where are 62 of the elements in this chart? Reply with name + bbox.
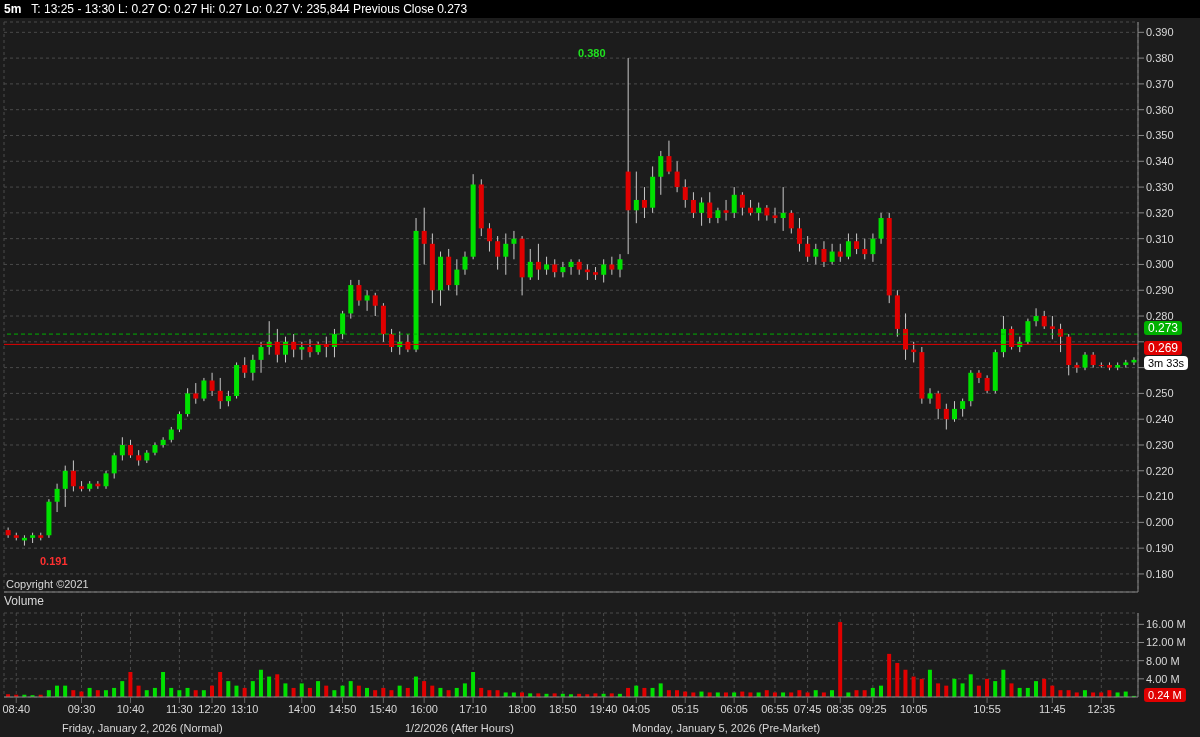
y-tick-label: 0.290 [1146,284,1174,297]
ref-line-label: 0.273 [1144,320,1183,335]
x-tick-label: 06:05 [720,702,748,715]
y-tick-label: 4.00 M [1146,672,1180,685]
x-tick-label: 08:40 [2,702,30,715]
x-tick-label: 10:55 [973,702,1001,715]
chart-subtitle: T: 13:25 - 13:30 L: 0.27 O: 0.27 Hi: 0.27 Lo: 0.27 V: 235,844 Previous Close 0.273 [31,2,468,16]
chart-title: 5m [4,2,22,16]
text: 1/2/2026 (After Hours) [405,721,514,735]
x-tick-label: 18:50 [549,702,577,715]
y-tick-label: 0.210 [1146,490,1174,503]
ref-line-label: 0.269 [1144,340,1183,355]
y-tick-label: 0.310 [1146,232,1174,245]
y-tick-label: 0.240 [1146,413,1174,426]
x-tick-label: 14:50 [328,702,357,715]
annotation: Copyright ©2021 [6,577,89,591]
y-tick-label: 0.280 [1146,309,1174,322]
x-tick-label: 19:40 [589,702,618,715]
y-tick-label: 0.190 [1146,542,1174,555]
text: 3m 33s [1144,356,1189,371]
x-tick-label: 18:00 [508,702,536,715]
x-tick-label: 17:10 [459,702,487,715]
y-tick-label: 8.00 M [1146,654,1180,667]
x-tick-label: 10:40 [116,702,145,715]
x-tick-label: 12:20 [198,702,226,715]
annotation: 0.380 [578,46,606,60]
y-tick-label: 0.320 [1146,206,1174,219]
x-tick-label: 10:05 [899,702,928,715]
x-tick-label: 11:30 [166,702,193,715]
x-tick-label: 09:30 [67,702,96,715]
y-tick-label: 0.350 [1146,129,1174,142]
y-tick-label: 0.200 [1146,516,1174,529]
x-tick-label: 14:00 [288,702,316,715]
y-tick-label: 0.230 [1146,438,1174,451]
chart-title: Volume [3,593,46,609]
x-tick-label: 06:55 [761,702,789,715]
x-tick-label: 12:35 [1087,702,1116,715]
y-tick-label: 16.00 M [1146,618,1186,631]
x-tick-label: 11:45 [1038,702,1066,715]
text: Monday, January 5, 2026 (Pre-Market) [632,721,821,735]
x-tick-label: 13:10 [230,702,259,715]
y-tick-label: 0.220 [1146,464,1174,477]
y-tick-label: 0.360 [1146,103,1174,116]
annotation: 0.191 [40,554,68,568]
y-tick-label: 0.340 [1146,155,1174,168]
y-tick-label: 0.300 [1146,258,1174,271]
x-tick-label: 04:05 [622,702,651,715]
y-tick-label: 0.330 [1146,180,1174,193]
y-tick-label: 0.250 [1146,387,1174,400]
y-tick-label: 0.180 [1146,567,1174,580]
text: Friday, January 2, 2026 (Normal) [62,721,223,735]
x-tick-label: 15:40 [369,702,398,715]
x-tick-label: 09:25 [859,702,887,715]
x-tick-label: 16:00 [410,702,438,715]
y-tick-label: 0.390 [1146,26,1174,39]
x-tick-label: 07:45 [793,702,822,715]
y-tick-label: 0.370 [1146,77,1174,90]
y-tick-label: 0.380 [1146,52,1174,65]
y-tick-label: 12.00 M [1146,636,1186,649]
text: 0.24 M [1144,687,1186,702]
x-tick-label: 05:15 [671,702,699,715]
x-tick-label: 08:35 [826,702,854,715]
